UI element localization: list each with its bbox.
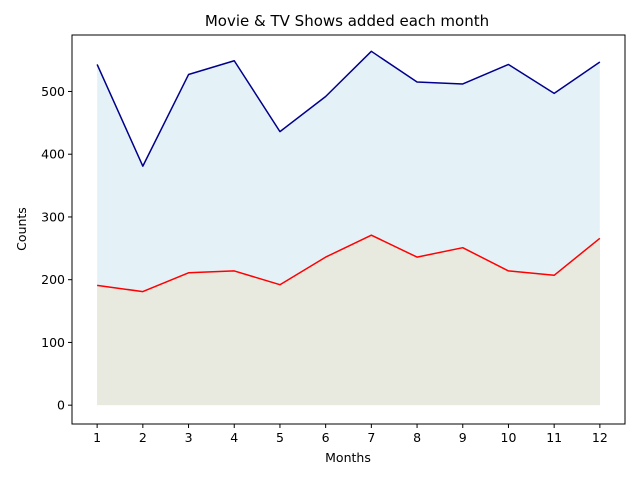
x-tick-label: 8 xyxy=(413,430,421,445)
x-tick-label: 6 xyxy=(322,430,330,445)
x-tick-label: 9 xyxy=(459,430,467,445)
line-series-1 xyxy=(97,234,601,293)
x-tick-label: 12 xyxy=(592,430,608,445)
y-tick-label: 0 xyxy=(57,398,65,413)
series-lines xyxy=(96,50,601,293)
x-tick-label: 1 xyxy=(93,430,101,445)
plot-frame xyxy=(71,34,626,425)
x-tick-label: 4 xyxy=(230,430,238,445)
x-axis-ticks: 1 2 3 4 5 6 7 8 9 10 11 12 xyxy=(93,424,608,445)
y-axis-label: Counts xyxy=(14,207,29,251)
x-tick-label: 10 xyxy=(501,430,517,445)
line-series-0 xyxy=(96,50,601,167)
x-tick-label: 7 xyxy=(367,430,375,445)
x-tick-label: 11 xyxy=(546,430,562,445)
x-tick-label: 2 xyxy=(139,430,147,445)
x-axis-label: Months xyxy=(325,450,371,465)
y-tick-label: 200 xyxy=(41,272,65,287)
y-tick-label: 300 xyxy=(41,209,65,224)
y-tick-label: 100 xyxy=(41,335,65,350)
x-tick-label: 3 xyxy=(185,430,193,445)
x-tick-label: 5 xyxy=(276,430,284,445)
y-tick-label: 500 xyxy=(41,84,65,99)
y-tick-label: 400 xyxy=(41,147,65,162)
area-fill-series-1 xyxy=(97,235,600,406)
y-axis-ticks: 0 100 200 300 400 500 xyxy=(41,84,72,413)
area-fills xyxy=(97,51,600,406)
chart-title: Movie & TV Shows added each month xyxy=(205,12,489,30)
